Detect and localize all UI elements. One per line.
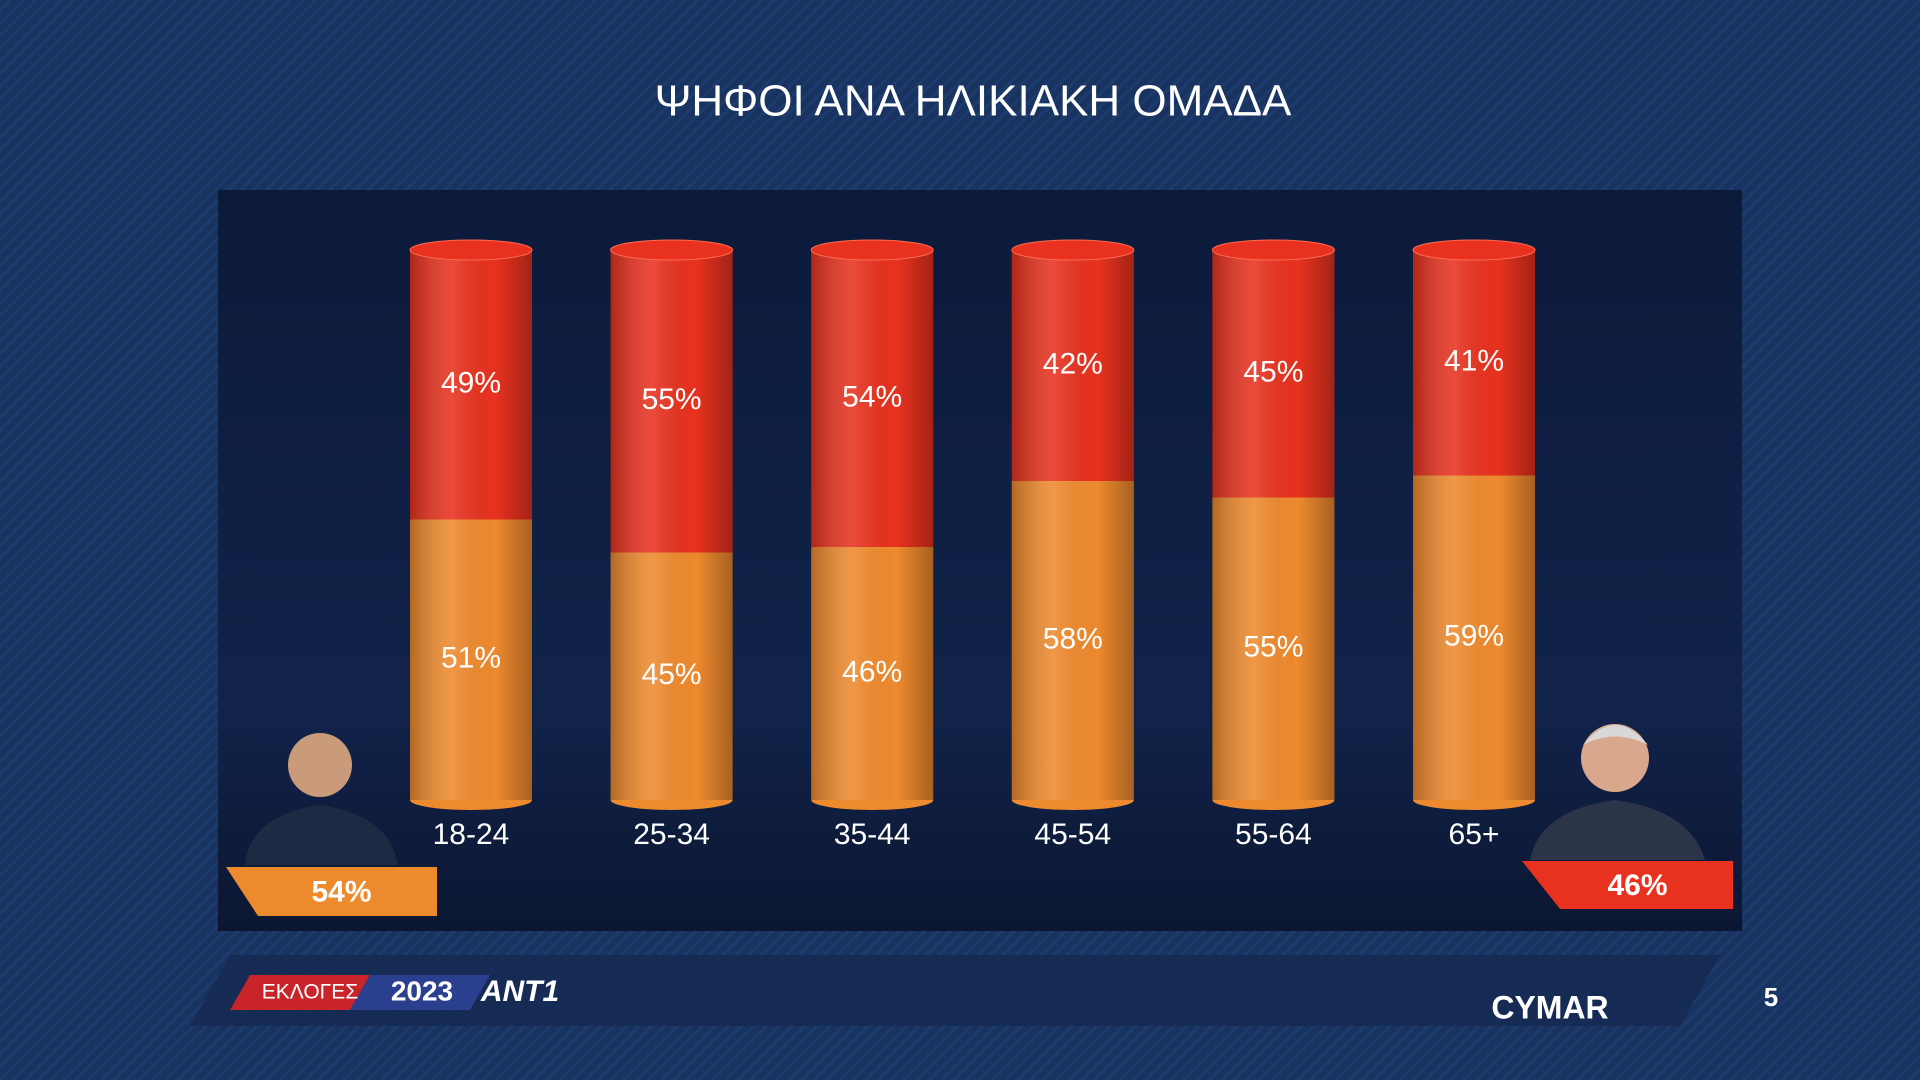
bar-shade xyxy=(811,547,934,800)
bar-shade xyxy=(410,519,532,800)
value-label: 45% xyxy=(642,658,702,691)
bar-shade xyxy=(1413,475,1535,800)
value-label: 41% xyxy=(1444,345,1504,378)
total-label: 46% xyxy=(1607,869,1667,902)
cylinder-top xyxy=(409,239,533,261)
bar-shade xyxy=(811,250,934,547)
page-number: 5 xyxy=(1764,982,1778,1012)
value-label: 42% xyxy=(1043,347,1103,380)
value-label: 45% xyxy=(1243,356,1303,389)
value-label: 55% xyxy=(1243,631,1303,664)
x-tick-label: 25-34 xyxy=(633,818,710,851)
total-box xyxy=(226,867,437,916)
bar-shade xyxy=(1011,481,1134,800)
x-tick-label: 55-64 xyxy=(1235,818,1312,851)
channel-logo: ANT1 xyxy=(480,975,559,1008)
cylinder-top xyxy=(1412,239,1536,261)
bar-shade xyxy=(1212,250,1335,498)
candidate-left-photo xyxy=(245,733,398,865)
x-tick-label: 65+ xyxy=(1449,818,1500,851)
value-label: 51% xyxy=(441,642,501,675)
cylinder-top xyxy=(1211,239,1335,261)
bar-shade xyxy=(1011,250,1134,481)
value-label: 55% xyxy=(642,383,702,416)
bar-shade xyxy=(610,552,733,800)
total-label: 54% xyxy=(311,875,371,908)
bar-shade xyxy=(1212,497,1335,800)
total-box xyxy=(1522,861,1733,909)
bar-shade xyxy=(1413,250,1535,476)
election-label: ΕΚΛΟΓΕΣ xyxy=(262,981,359,1004)
cylinder-top xyxy=(810,239,934,261)
bar-shade xyxy=(410,250,532,520)
chart-title: ΨΗΦΟΙ ΑΝΑ ΗΛΙΚΙΑΚΗ ΟΜΑΔΑ xyxy=(655,77,1292,126)
footer: ΕΚΛΟΓΕΣ 2023 ANT1 CYMAR 5 xyxy=(190,955,1778,1026)
bar-shade xyxy=(610,250,733,553)
election-year: 2023 xyxy=(391,975,453,1006)
value-label: 46% xyxy=(842,655,902,688)
x-tick-label: 18-24 xyxy=(433,818,510,851)
candidate-right-photo xyxy=(1530,724,1705,860)
cylinder-top xyxy=(610,239,734,261)
value-label: 49% xyxy=(441,367,501,400)
x-tick-label: 35-44 xyxy=(834,818,911,851)
cylinder-top xyxy=(1011,239,1135,261)
x-tick-label: 45-54 xyxy=(1034,818,1111,851)
value-label: 54% xyxy=(842,380,902,413)
pollster-logo: CYMAR xyxy=(1491,989,1608,1025)
value-label: 58% xyxy=(1043,622,1103,655)
value-label: 59% xyxy=(1444,620,1504,653)
